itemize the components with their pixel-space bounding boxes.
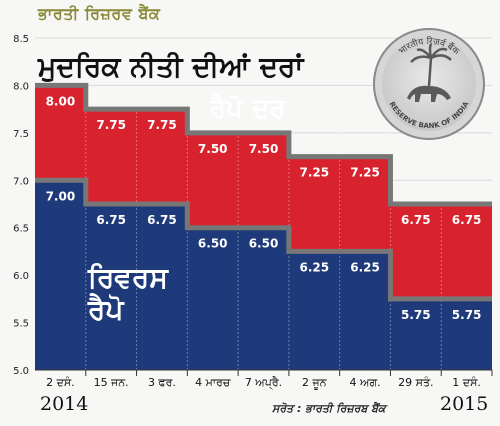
y-tick-label: 6.0 bbox=[13, 271, 29, 282]
x-tick-label: 1 ਦਸੰ. bbox=[452, 376, 481, 389]
rbi-seal-icon: भारतीय रिज़र्व बैंक RESERVE BANK OF INDI… bbox=[373, 28, 485, 140]
reverse-value-label: 6.25 bbox=[299, 260, 329, 274]
x-tick-label: 2 ਜੂਨ bbox=[302, 376, 328, 389]
repo-series-label: ਰੈਪੋ ਦਰ bbox=[210, 94, 286, 124]
reverse-value-label: 6.75 bbox=[96, 213, 126, 227]
x-tick-label: 29 ਸਤੰ. bbox=[398, 376, 433, 389]
reverse-value-label: 6.50 bbox=[198, 237, 228, 251]
y-tick-label: 8.5 bbox=[13, 34, 29, 45]
svg-text:RESERVE BANK OF INDIA: RESERVE BANK OF INDIA bbox=[388, 100, 471, 130]
reverse-value-label: 6.50 bbox=[249, 237, 279, 251]
repo-value-label: 7.75 bbox=[147, 118, 177, 132]
reverse-value-label: 7.00 bbox=[46, 189, 76, 203]
reverse-value-label: 6.25 bbox=[350, 260, 380, 274]
y-tick-label: 6.5 bbox=[13, 224, 29, 235]
y-tick-label: 8.0 bbox=[13, 81, 29, 92]
x-tick-label: 2 ਦਸੰ. bbox=[46, 376, 75, 389]
x-tick-label: 3 ਫਰ. bbox=[148, 376, 176, 389]
repo-value-label: 7.25 bbox=[299, 166, 329, 180]
x-tick-label: 4 ਅਗ. bbox=[350, 376, 381, 389]
reverse-label-line-2: ਰੈਪੋ bbox=[88, 293, 124, 326]
chart-title: ਮੁਦਰਿਕ ਨੀਤੀ ਦੀਆਂ ਦਰਾਂ bbox=[38, 50, 304, 83]
year-start: 2014 bbox=[40, 393, 89, 415]
reverse-label-line-1: ਰਿਵਰਸ bbox=[88, 261, 168, 294]
year-end: 2015 bbox=[440, 393, 489, 415]
repo-band bbox=[35, 85, 492, 299]
y-tick-label: 7.0 bbox=[13, 176, 29, 187]
reverse-value-label: 5.75 bbox=[452, 308, 482, 322]
x-tick-label: 4 ਮਾਰਚ bbox=[195, 376, 231, 389]
reverse-value-label: 5.75 bbox=[401, 308, 431, 322]
repo-value-label: 7.50 bbox=[249, 142, 279, 156]
repo-value-label: 7.25 bbox=[350, 166, 380, 180]
repo-value-label: 7.50 bbox=[198, 142, 228, 156]
repo-step-line bbox=[35, 82, 492, 207]
reverse-series-label: ਰਿਵਰਸ ਰੈਪੋ bbox=[88, 262, 168, 326]
reverse-value-label: 6.75 bbox=[147, 213, 177, 227]
repo-value-label: 6.75 bbox=[401, 213, 431, 227]
repo-value-label: 7.75 bbox=[96, 118, 126, 132]
source-note: ਸਰੋਤ : ਭਾਰਤੀ ਰਿਜ਼ਰਬ ਬੈਂਕ bbox=[272, 402, 386, 415]
seal-graphic: भारतीय रिज़र्व बैंक RESERVE BANK OF INDI… bbox=[388, 35, 471, 130]
x-tick-label: 7 ਅਪ੍ਰੈ. bbox=[245, 376, 282, 389]
repo-value-label: 6.75 bbox=[452, 213, 482, 227]
bank-subtitle: ਭਾਰਤੀ ਰਿਜ਼ਰਵ ਬੈਂਕ bbox=[38, 4, 161, 23]
y-tick-label: 5.5 bbox=[13, 319, 29, 330]
repo-value-label: 8.00 bbox=[46, 94, 76, 108]
reverse-band bbox=[35, 180, 492, 370]
seal-bottom-text: RESERVE BANK OF INDIA bbox=[388, 100, 471, 130]
y-tick-label: 5.0 bbox=[13, 366, 29, 377]
x-tick-label: 15 ਜਨ. bbox=[94, 376, 129, 389]
reverse-step-line bbox=[35, 177, 492, 302]
y-tick-label: 7.5 bbox=[13, 129, 29, 140]
